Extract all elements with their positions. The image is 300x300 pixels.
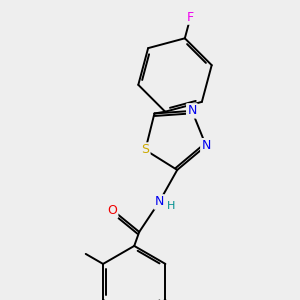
- Text: S: S: [141, 143, 149, 157]
- Text: O: O: [107, 204, 117, 218]
- Text: N: N: [187, 104, 196, 117]
- Text: H: H: [167, 201, 176, 211]
- Text: F: F: [187, 11, 194, 23]
- Text: N: N: [201, 139, 211, 152]
- Text: N: N: [154, 195, 164, 208]
